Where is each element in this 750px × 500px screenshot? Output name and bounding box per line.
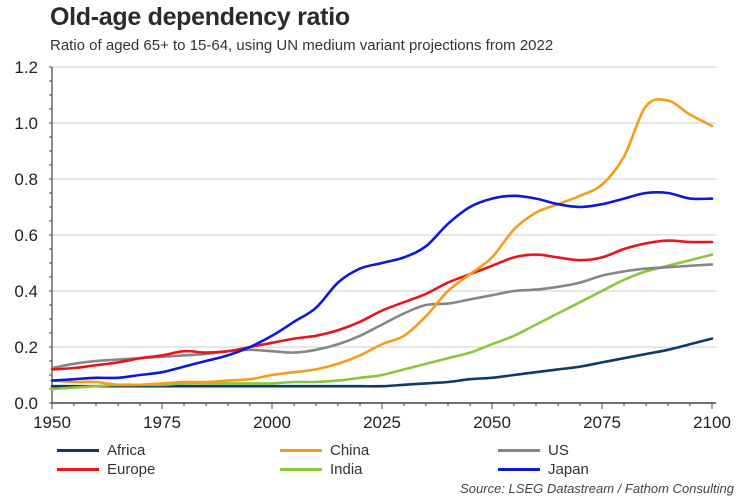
series-line-us	[50, 263, 714, 370]
legend-swatch	[498, 448, 540, 452]
legend: Africa China US Europe India Japan	[0, 438, 750, 478]
legend-item-africa: Africa	[57, 440, 145, 460]
legend-swatch	[57, 448, 99, 452]
legend-label: Japan	[548, 460, 589, 478]
line-chart: 0.0 0.2 0.4 0.6 0.8 1.0 1.2 1950 1975 2000 2025 20…	[14, 58, 731, 432]
legend-item-us: US	[498, 440, 569, 460]
legend-swatch	[280, 467, 322, 471]
series-line-india	[50, 253, 714, 391]
y-tick-label: 0.8	[14, 170, 38, 189]
chart-subtitle: Ratio of aged 65+ to 15-64, using UN med…	[50, 37, 554, 54]
y-tick-label: 1.2	[14, 58, 38, 77]
legend-label: India	[330, 460, 363, 478]
source-note: Source: LSEG Datastream / Fathom Consult…	[460, 481, 734, 496]
series-line-europe	[50, 239, 714, 371]
series-line-japan	[50, 191, 714, 382]
legend-swatch	[498, 467, 540, 471]
y-tick-label: 0.6	[14, 226, 38, 245]
chart-title: Old-age dependency ratio	[50, 3, 350, 31]
legend-swatch	[57, 467, 99, 471]
x-tick-label: 2075	[583, 413, 621, 432]
x-tick-label: 1950	[33, 413, 71, 432]
x-tick-label: 2025	[363, 413, 401, 432]
legend-item-japan: Japan	[498, 459, 589, 479]
y-tick-label: 1.0	[14, 114, 38, 133]
y-tick-label: 0.4	[14, 282, 38, 301]
legend-label: Africa	[107, 441, 146, 459]
legend-item-europe: Europe	[57, 459, 155, 479]
x-tick-label: 2000	[253, 413, 291, 432]
y-tick-label: 0.0	[14, 394, 38, 413]
legend-label: China	[330, 441, 370, 459]
x-tick-label: 1975	[143, 413, 181, 432]
legend-label: Europe	[107, 460, 156, 478]
series-line-africa	[50, 337, 714, 388]
legend-item-china: China	[280, 440, 369, 460]
series-line-china	[50, 98, 714, 387]
legend-item-india: India	[280, 459, 363, 479]
x-tick-label: 2100	[693, 413, 731, 432]
y-tick-label: 0.2	[14, 338, 38, 357]
legend-swatch	[280, 448, 322, 452]
legend-label: US	[548, 441, 569, 459]
x-tick-label: 2050	[473, 413, 511, 432]
